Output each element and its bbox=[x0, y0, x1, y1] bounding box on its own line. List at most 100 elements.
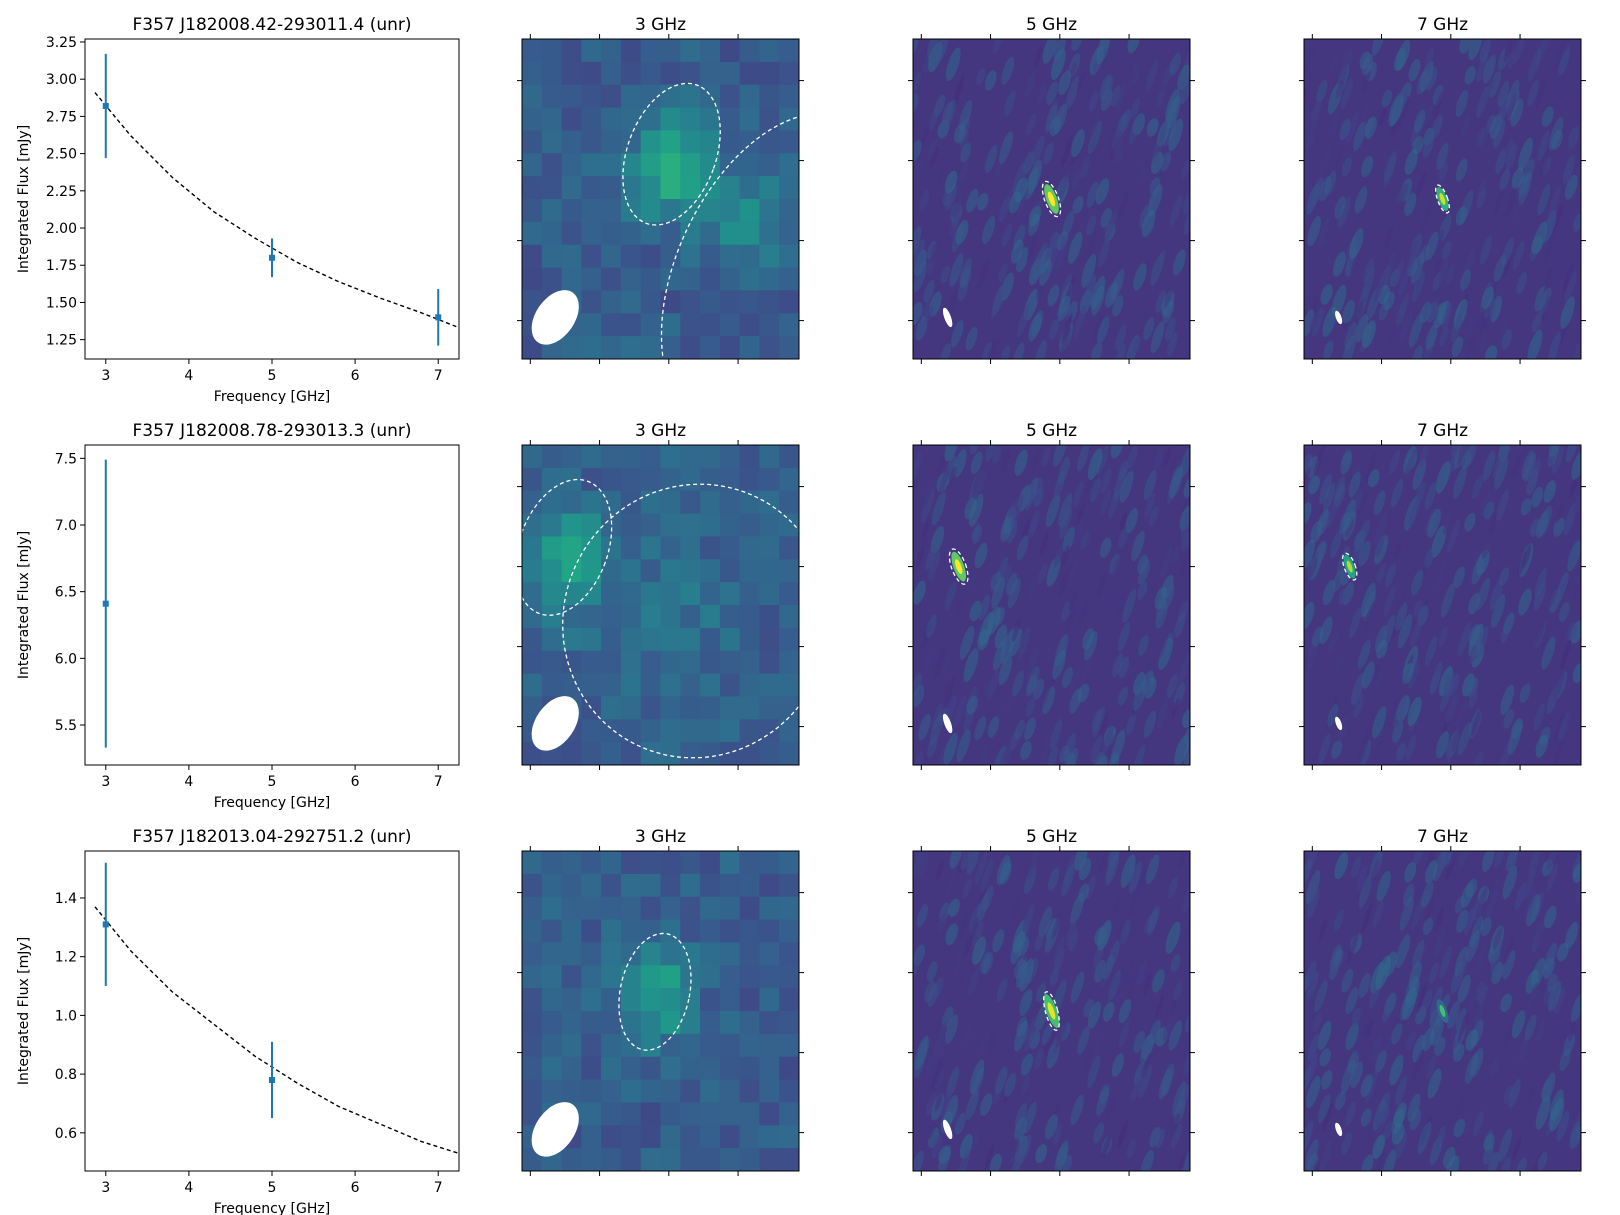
x-tick-label: 4 bbox=[184, 774, 193, 790]
x-tick-label: 5 bbox=[268, 1180, 277, 1196]
source-peak bbox=[955, 559, 963, 575]
y-tick-label: 7.5 bbox=[55, 451, 77, 467]
image-panel-3: 7 GHz bbox=[1299, 15, 1586, 364]
source-peak bbox=[1047, 1002, 1056, 1020]
source-contour bbox=[1341, 552, 1358, 581]
image-frame bbox=[521, 444, 800, 766]
beam-ellipse bbox=[1335, 1122, 1343, 1137]
image-frame bbox=[1303, 850, 1582, 1172]
source-contour bbox=[618, 932, 692, 1051]
y-tick-label: 2.75 bbox=[46, 109, 77, 125]
y-tick-label: 3.00 bbox=[46, 72, 77, 88]
beam-ellipse bbox=[1335, 310, 1343, 325]
row-3: F357 J182013.04-292751.2 (unr) 3 4 5 6 7 0.6 0.… bbox=[16, 827, 1586, 1215]
fit-curve bbox=[94, 92, 460, 329]
y-tick-label: 1.0 bbox=[55, 1008, 77, 1024]
image-content bbox=[1304, 851, 1581, 1171]
image-title: 3 GHz bbox=[635, 421, 686, 441]
image-title: 7 GHz bbox=[1417, 15, 1468, 35]
y-tick-label: 3.25 bbox=[46, 35, 77, 51]
y-axis-label: Integrated Flux [mJy] bbox=[16, 125, 32, 273]
image-panel-3: 7 GHz bbox=[1299, 827, 1586, 1176]
image-panel-2: 5 GHz bbox=[908, 15, 1195, 364]
image-panel-1: 3 GHz bbox=[517, 421, 804, 770]
beam-ellipse bbox=[942, 307, 953, 328]
source-contour bbox=[1041, 180, 1062, 218]
plot-frame bbox=[84, 444, 460, 766]
source-contour bbox=[562, 483, 799, 759]
image-title: 3 GHz bbox=[635, 15, 686, 35]
source-contour bbox=[660, 112, 799, 359]
x-tick-label: 7 bbox=[434, 774, 443, 790]
source-contour bbox=[1434, 184, 1451, 214]
y-tick-label: 0.8 bbox=[55, 1067, 77, 1083]
y-tick-label: 2.25 bbox=[46, 184, 77, 200]
source-peak bbox=[1047, 191, 1056, 207]
y-tick-label: 7.0 bbox=[55, 518, 77, 534]
image-frame bbox=[521, 850, 800, 1172]
data-point bbox=[269, 1076, 275, 1083]
beam-ellipse bbox=[531, 696, 579, 751]
image-frame bbox=[521, 38, 800, 360]
source-contour bbox=[622, 82, 721, 226]
x-tick-label: 6 bbox=[351, 1180, 360, 1196]
beam-ellipse bbox=[942, 713, 953, 734]
image-content bbox=[913, 39, 1190, 359]
image-frame bbox=[912, 444, 1191, 766]
image-content bbox=[1304, 39, 1581, 359]
plot-title: F357 J182008.78-293013.3 (unr) bbox=[132, 421, 411, 441]
data-point bbox=[435, 314, 442, 321]
y-tick-label: 1.50 bbox=[46, 295, 77, 311]
image-frame bbox=[1303, 38, 1582, 360]
data-point bbox=[102, 600, 109, 607]
image-content bbox=[913, 851, 1190, 1171]
row-1: F357 J182008.42-293011.4 (unr) 3 4 5 6 7 1.25 1… bbox=[16, 15, 1586, 405]
y-tick-label: 1.25 bbox=[46, 333, 77, 349]
image-title: 7 GHz bbox=[1417, 827, 1468, 847]
x-axis-label: Frequency [GHz] bbox=[214, 795, 330, 811]
y-tick-label: 6.0 bbox=[55, 651, 77, 667]
y-tick-label: 0.6 bbox=[55, 1126, 77, 1142]
image-title: 5 GHz bbox=[1026, 421, 1077, 441]
image-frame bbox=[912, 850, 1191, 1172]
y-axis-label: Integrated Flux [mJy] bbox=[16, 937, 32, 1085]
sed-plot: F357 J182008.78-293013.3 (unr) 3 4 5 6 7 5.5 6.… bbox=[16, 421, 460, 811]
x-tick-label: 7 bbox=[434, 368, 443, 384]
plot-frame bbox=[84, 38, 460, 360]
x-tick-label: 7 bbox=[434, 1180, 443, 1196]
x-tick-label: 5 bbox=[268, 368, 277, 384]
y-tick-label: 2.50 bbox=[46, 147, 77, 163]
x-axis-label: Frequency [GHz] bbox=[214, 1201, 330, 1215]
image-title: 3 GHz bbox=[635, 827, 686, 847]
image-content bbox=[522, 39, 799, 359]
plot-title: F357 J182008.42-293011.4 (unr) bbox=[132, 15, 411, 35]
data-point bbox=[269, 254, 275, 261]
data-point bbox=[102, 921, 109, 928]
plot-frame bbox=[84, 850, 460, 1172]
x-tick-label: 3 bbox=[101, 368, 110, 384]
y-tick-label: 5.5 bbox=[55, 718, 77, 734]
source-peak bbox=[1346, 560, 1353, 573]
image-panel-3: 7 GHz bbox=[1299, 421, 1586, 770]
y-tick-label: 1.75 bbox=[46, 258, 77, 274]
image-panel-2: 5 GHz bbox=[908, 421, 1195, 770]
row-2: F357 J182008.78-293013.3 (unr) 3 4 5 6 7 5.5 6.… bbox=[16, 421, 1586, 811]
y-tick-label: 1.4 bbox=[55, 891, 77, 907]
source-contour bbox=[1043, 991, 1060, 1031]
x-tick-label: 4 bbox=[184, 1180, 193, 1196]
source-contour bbox=[948, 548, 969, 585]
image-content bbox=[913, 445, 1190, 765]
x-tick-label: 3 bbox=[101, 774, 110, 790]
sed-plot: F357 J182013.04-292751.2 (unr) 3 4 5 6 7 0.6 0.… bbox=[16, 827, 460, 1215]
image-panel-2: 5 GHz bbox=[908, 827, 1195, 1176]
x-tick-label: 5 bbox=[268, 774, 277, 790]
image-title: 5 GHz bbox=[1026, 15, 1077, 35]
image-content bbox=[1304, 445, 1581, 765]
image-title: 5 GHz bbox=[1026, 827, 1077, 847]
sed-plot: F357 J182008.42-293011.4 (unr) 3 4 5 6 7 1.25 1… bbox=[16, 15, 460, 405]
fit-curve bbox=[94, 906, 460, 1155]
y-tick-label: 6.5 bbox=[55, 585, 77, 601]
y-tick-label: 2.00 bbox=[46, 221, 77, 237]
x-tick-label: 6 bbox=[351, 774, 360, 790]
